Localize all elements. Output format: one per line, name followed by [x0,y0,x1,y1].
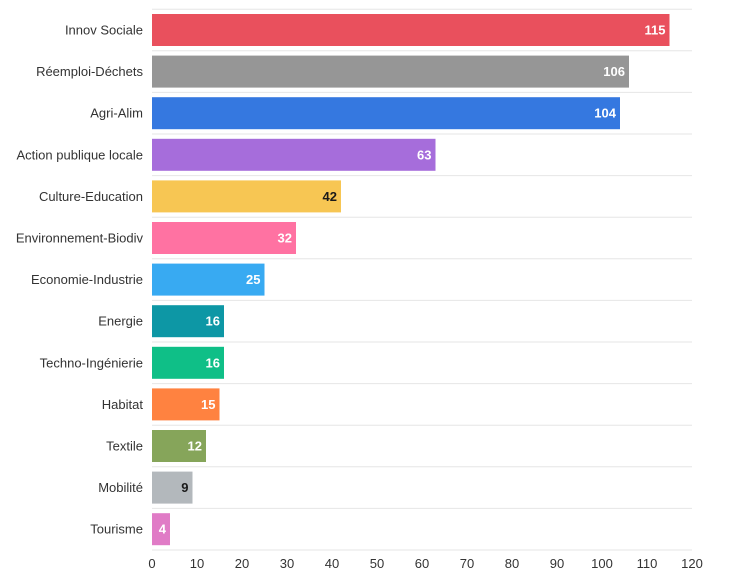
x-tick-label: 60 [415,556,429,571]
category-label: Techno-Ingénierie [40,355,143,370]
x-tick-label: 110 [637,556,658,571]
category-label: Energie [98,314,143,329]
bar [152,180,341,213]
bars [152,14,670,546]
x-tick-label: 20 [235,556,249,571]
gridlines [152,8,692,551]
data-label: 115 [645,23,666,38]
data-label: 42 [323,189,337,204]
x-axis-ticks: 0 10 20 30 40 50 60 70 80 90 100 110 120 [148,556,702,571]
category-label: Culture-Education [39,189,143,204]
data-label: 4 [159,522,167,537]
bar [152,55,629,88]
data-label: 32 [278,231,292,246]
data-label: 16 [206,355,220,370]
data-labels: 115 106 104 63 42 32 25 16 16 15 12 9 4 [159,23,666,537]
bar [152,305,224,338]
bar [152,388,220,421]
x-tick-label: 120 [681,556,703,571]
data-label: 25 [246,272,260,287]
data-label: 12 [188,439,202,454]
x-tick-label: 10 [190,556,204,571]
data-label: 9 [181,480,188,495]
x-tick-label: 0 [148,556,155,571]
category-labels: Innov Sociale Réemploi-Déchets Agri-Alim Ac… [16,23,144,537]
bar [152,14,670,46]
bar [152,513,170,546]
category-label: Economie-Industrie [31,272,143,287]
data-label: 16 [206,314,220,329]
category-label: Habitat [102,397,144,412]
bar [152,138,436,171]
category-label: Agri-Alim [90,106,143,121]
category-label: Réemploi-Déchets [36,64,143,79]
category-label: Textile [106,439,143,454]
bar [152,263,265,296]
bar [152,471,193,504]
bar [152,222,296,254]
x-tick-label: 90 [550,556,564,571]
category-label: Action publique locale [17,147,143,162]
data-label: 106 [603,64,625,79]
x-tick-label: 30 [280,556,294,571]
x-tick-label: 40 [325,556,339,571]
x-tick-label: 100 [591,556,613,571]
data-label: 15 [201,397,215,412]
category-label: Innov Sociale [65,23,143,38]
data-label: 63 [417,147,431,162]
bar [152,346,224,379]
category-label: Tourisme [90,522,143,537]
bar [152,430,206,462]
category-label: Environnement-Biodiv [16,231,144,246]
data-label: 104 [594,106,616,121]
category-label: Mobilité [98,480,143,495]
bar [152,97,620,130]
x-tick-label: 50 [370,556,384,571]
x-tick-label: 80 [505,556,519,571]
x-tick-label: 70 [460,556,474,571]
